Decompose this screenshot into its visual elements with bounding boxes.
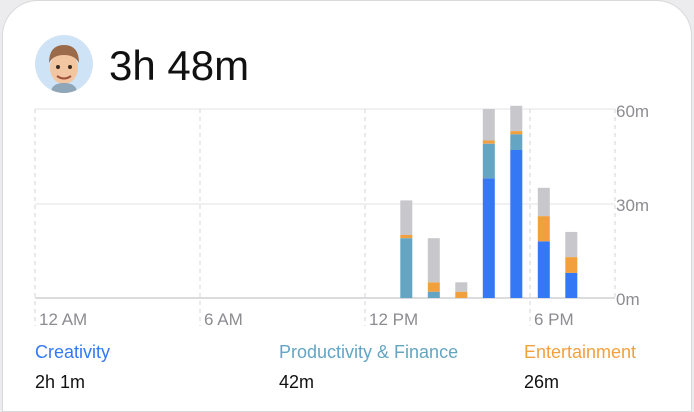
bar-productivity-hour-17 <box>510 134 523 150</box>
x-tick-6pm: 6 PM <box>534 310 574 329</box>
bar-entertainment-hour-15 <box>455 291 468 298</box>
bars-group <box>400 105 578 299</box>
bar-other-hour-14 <box>427 238 440 283</box>
bar-creativity-hour-17 <box>510 150 523 298</box>
bar-productivity-hour-16 <box>482 143 495 179</box>
bar-productivity-hour-13 <box>400 238 413 299</box>
legend-label-entertainment: Entertainment <box>524 342 637 362</box>
legend-productivity[interactable]: Productivity & Finance 42m <box>279 341 458 393</box>
bar-other-hour-18 <box>537 187 550 217</box>
bar-other-hour-15 <box>455 282 468 292</box>
bar-entertainment-hour-18 <box>537 216 550 242</box>
bar-entertainment-hour-19 <box>565 257 578 273</box>
y-tick-30: 30m <box>616 196 649 215</box>
bar-creativity-hour-18 <box>537 241 550 298</box>
legend-label-productivity: Productivity & Finance <box>279 342 459 362</box>
legend-value-entertainment: 26m <box>524 372 560 392</box>
bar-entertainment-hour-16 <box>482 140 495 144</box>
y-tick-60: 60m <box>616 102 649 121</box>
bar-other-hour-19 <box>565 231 578 258</box>
avatar <box>35 35 93 93</box>
y-tick-0: 0m <box>616 290 640 309</box>
legend-entertainment[interactable]: Entertainment 26m <box>524 341 636 393</box>
legend-value-creativity: 2h 1m <box>35 372 86 392</box>
legend-value-productivity: 42m <box>279 372 315 392</box>
x-tick-12pm: 12 PM <box>369 310 418 329</box>
bar-entertainment-hour-14 <box>427 282 440 292</box>
bar-other-hour-16 <box>482 109 495 141</box>
bar-entertainment-hour-17 <box>510 131 523 135</box>
x-tick-6am: 6 AM <box>204 310 243 329</box>
memoji-icon <box>49 45 79 93</box>
bar-entertainment-hour-13 <box>400 235 413 239</box>
usage-bar-chart: 60m 30m 0m 12 AM 6 AM 12 PM 6 PM <box>34 102 649 329</box>
bar-other-hour-13 <box>400 200 413 235</box>
bar-other-hour-17 <box>510 105 523 131</box>
bar-creativity-hour-19 <box>565 272 578 298</box>
total-screen-time: 3h 48m <box>109 42 250 89</box>
legend-label-creativity: Creativity <box>35 342 111 362</box>
bar-productivity-hour-14 <box>427 291 440 298</box>
x-tick-12am: 12 AM <box>39 310 87 329</box>
legend-creativity[interactable]: Creativity 2h 1m <box>35 341 110 393</box>
bar-creativity-hour-16 <box>482 178 495 298</box>
